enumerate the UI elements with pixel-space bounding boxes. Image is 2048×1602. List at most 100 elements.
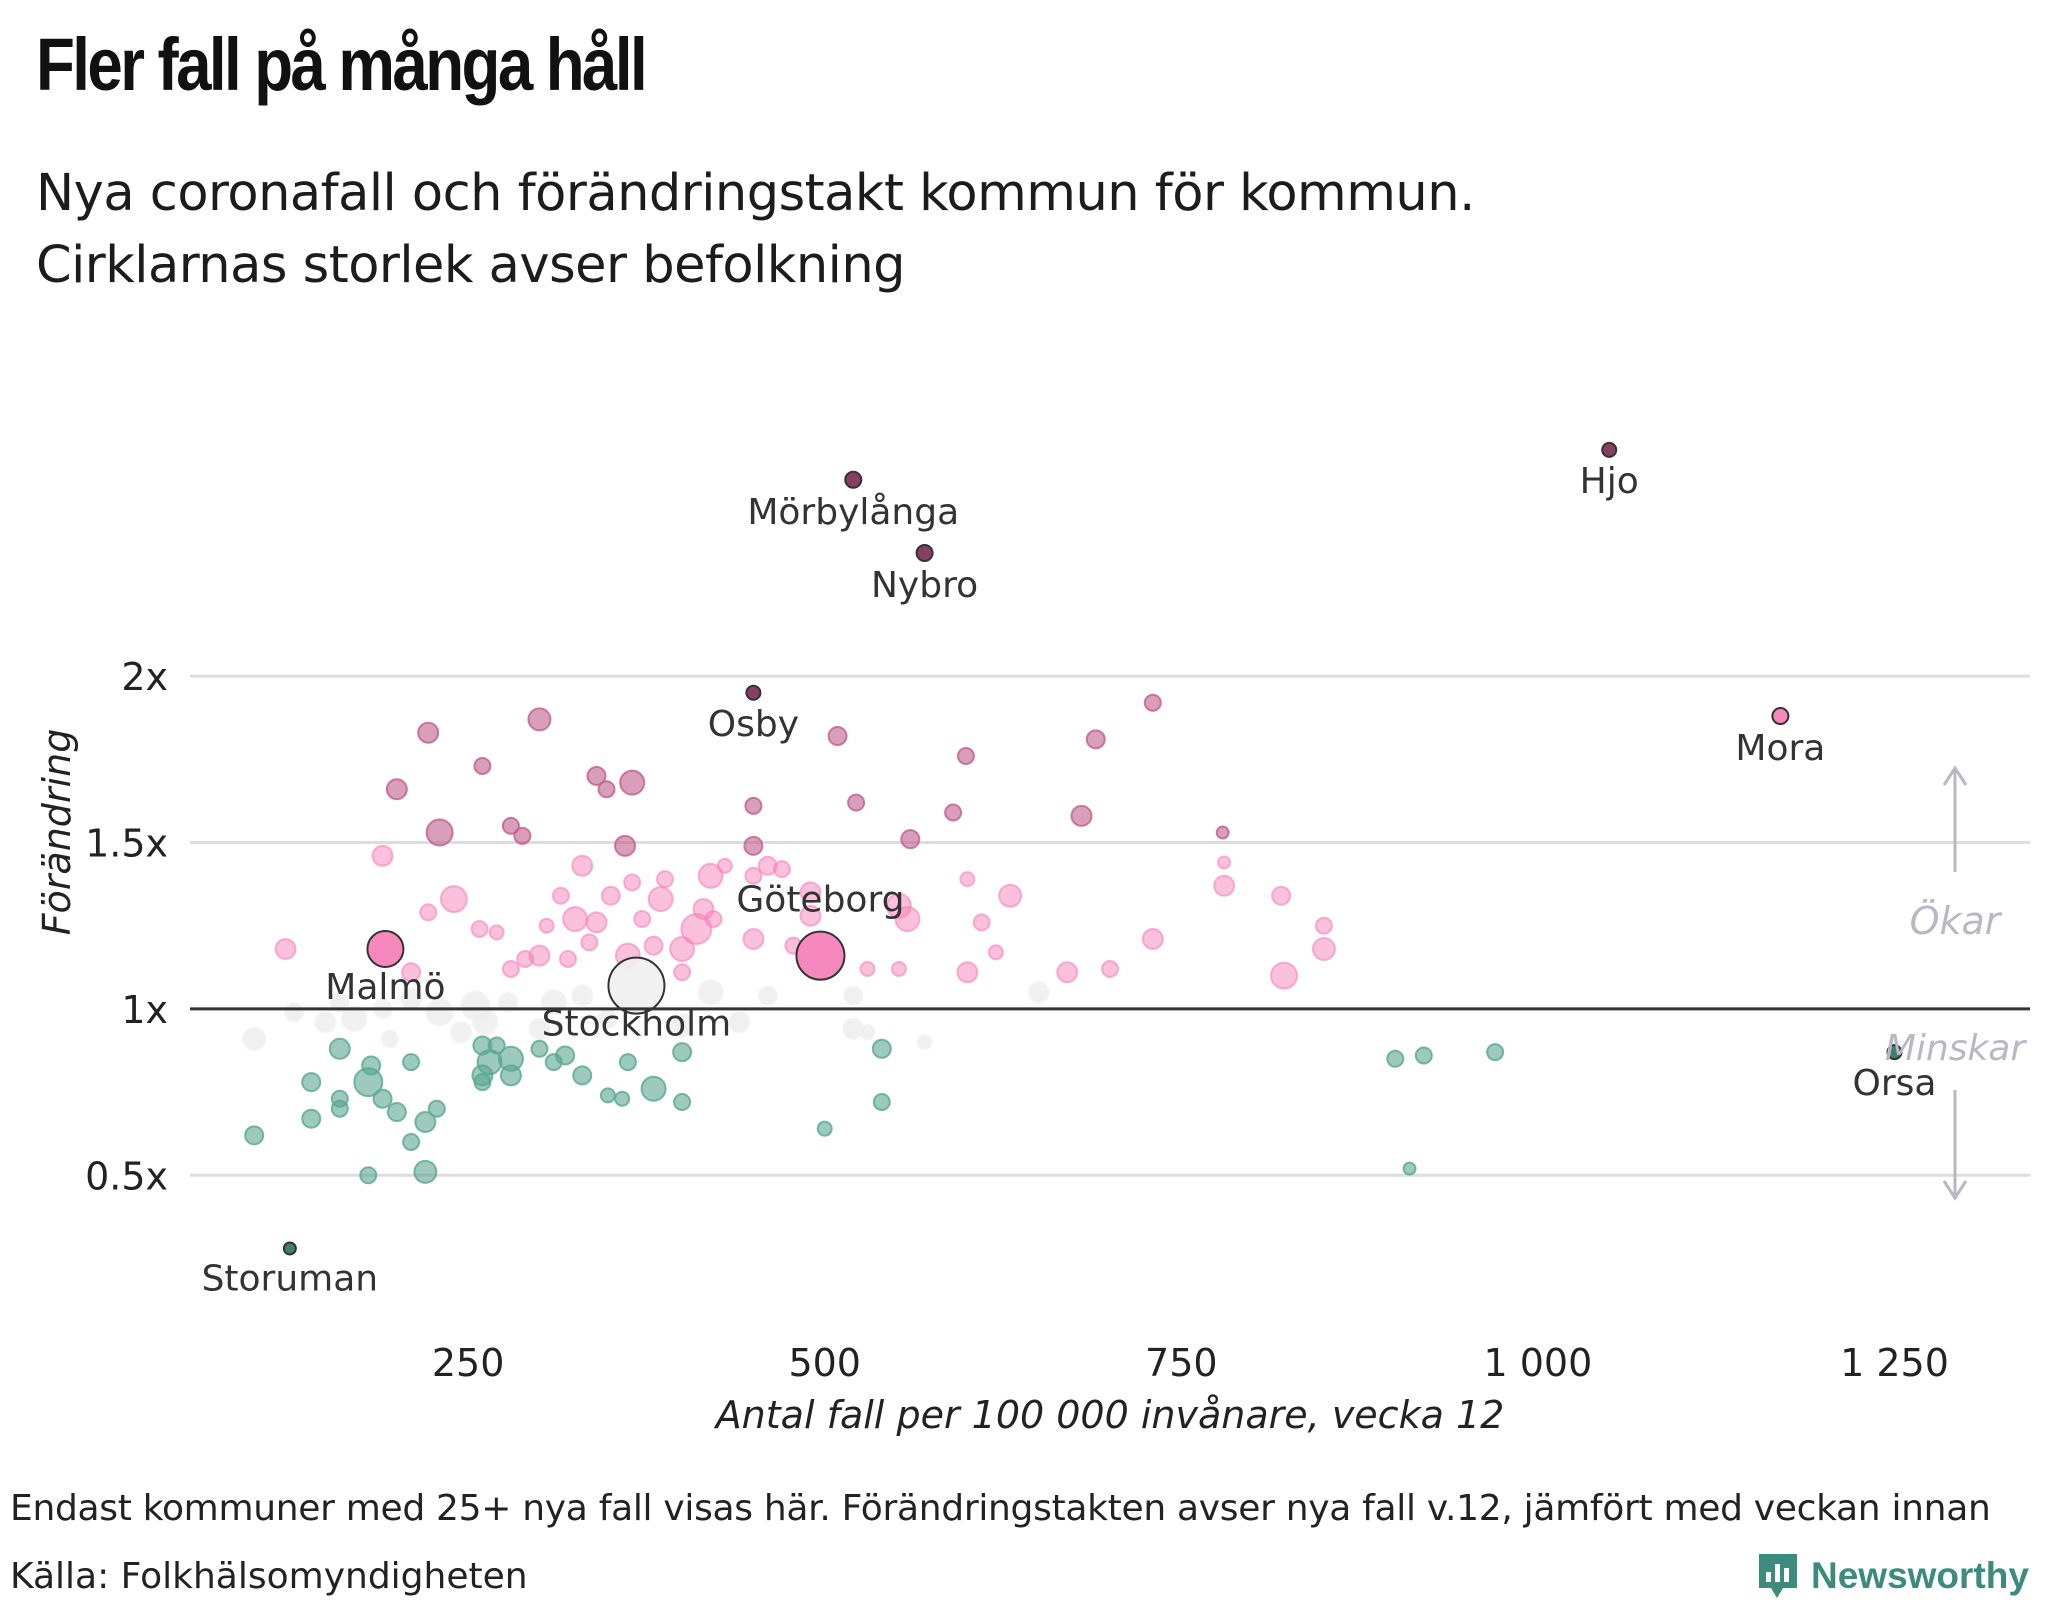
data-point xyxy=(586,765,607,786)
newsworthy-logo-text: Newsworthy xyxy=(1811,1555,2029,1596)
data-point xyxy=(401,962,422,983)
data-point xyxy=(284,1002,305,1023)
data-point xyxy=(728,1011,751,1034)
subtitle-line-1: Nya coronafall och förändringstakt kommu… xyxy=(36,164,1475,223)
data-point xyxy=(473,1073,492,1092)
data-point xyxy=(1271,885,1292,906)
data-point xyxy=(427,1099,446,1118)
data-point xyxy=(916,1034,933,1051)
data-point xyxy=(402,1132,421,1151)
data-point xyxy=(672,1042,693,1063)
data-point xyxy=(956,961,979,984)
data-point xyxy=(516,949,535,968)
labeled-point-marker xyxy=(1601,441,1618,458)
data-point xyxy=(301,1072,322,1093)
data-point xyxy=(1270,961,1299,990)
data-point xyxy=(538,917,555,934)
x-tick-label: 500 xyxy=(788,1341,861,1385)
data-point xyxy=(1386,1049,1405,1068)
point-label: Hjo xyxy=(1580,461,1639,502)
labeled-point-marker xyxy=(1771,707,1790,726)
data-point xyxy=(972,913,991,932)
data-point xyxy=(619,769,646,796)
data-point xyxy=(499,1064,522,1087)
data-point xyxy=(600,885,621,906)
grid-lines xyxy=(190,674,2030,1177)
data-point xyxy=(528,1017,551,1040)
data-point xyxy=(640,1075,667,1102)
newsworthy-logo-icon xyxy=(1759,1554,1797,1598)
data-point xyxy=(585,911,608,934)
data-point xyxy=(743,835,764,856)
x-tick-label: 1 250 xyxy=(1840,1341,1949,1385)
data-point xyxy=(1056,961,1079,984)
y-tick-label: 2x xyxy=(121,655,168,699)
arrow-up-head-icon xyxy=(1942,765,1968,786)
point-label: Orsa xyxy=(1853,1063,1937,1104)
data-point xyxy=(328,1037,351,1060)
data-point xyxy=(341,1005,368,1032)
data-point xyxy=(704,910,723,929)
labeled-point-marker xyxy=(1886,1044,1903,1061)
chart-subtitle: Nya coronafall och förändringstakt kommu… xyxy=(36,158,1475,302)
data-point xyxy=(847,793,866,812)
data-point xyxy=(827,726,848,747)
data-point xyxy=(599,1087,616,1104)
data-point xyxy=(571,854,594,877)
data-points xyxy=(242,693,1505,1185)
data-point xyxy=(633,910,652,929)
data-point xyxy=(472,1009,499,1036)
data-point xyxy=(413,1159,438,1184)
data-point xyxy=(959,871,976,888)
data-point xyxy=(439,885,468,914)
data-point xyxy=(944,803,963,822)
data-point xyxy=(402,1053,421,1072)
newsworthy-logo[interactable]: Newsworthy xyxy=(1755,1550,2029,1602)
data-point xyxy=(301,1108,322,1129)
data-point xyxy=(871,1038,892,1059)
x-tick-label: 250 xyxy=(432,1341,505,1385)
data-point xyxy=(816,1120,833,1137)
data-point xyxy=(697,862,724,889)
annotation-decrease: Minskar xyxy=(1885,1028,2028,1069)
data-point xyxy=(614,834,637,857)
point-label: Osby xyxy=(708,704,799,745)
data-point xyxy=(558,949,577,968)
labeled-points: Mörbylånga Hjo Nybro Osby Mora Göteborg Malmö S… xyxy=(202,441,1937,1299)
labeled-point-marker xyxy=(607,956,666,1015)
y-tick-label: 1x xyxy=(121,988,168,1032)
data-point xyxy=(697,979,724,1006)
x-tick-label: 750 xyxy=(1145,1341,1218,1385)
data-point xyxy=(799,904,822,927)
labeled-point-marker xyxy=(795,930,846,981)
data-point xyxy=(274,937,297,960)
data-point xyxy=(859,1024,876,1041)
data-point xyxy=(744,866,763,885)
data-point xyxy=(361,1055,382,1076)
data-point xyxy=(330,1099,349,1118)
data-point xyxy=(527,707,552,732)
data-point xyxy=(425,998,454,1027)
data-point xyxy=(501,816,520,835)
data-point xyxy=(890,960,907,977)
data-point xyxy=(1085,729,1106,750)
data-point xyxy=(623,873,642,892)
source-note: Källa: Folkhälsomyndigheten xyxy=(10,1556,528,1597)
labeled-point-marker xyxy=(282,1241,297,1256)
data-point xyxy=(647,886,674,913)
data-point xyxy=(1213,874,1236,897)
data-point xyxy=(744,796,763,815)
data-point xyxy=(716,857,733,874)
data-point xyxy=(894,906,921,933)
data-point xyxy=(385,778,408,801)
data-point xyxy=(843,985,864,1006)
data-point xyxy=(669,935,696,962)
data-point xyxy=(498,992,519,1013)
labeled-point-marker xyxy=(745,684,762,701)
data-point xyxy=(371,844,394,867)
data-point xyxy=(1215,825,1230,840)
data-point xyxy=(655,870,674,889)
data-point xyxy=(859,960,876,977)
y-axis-label: Förändring xyxy=(35,729,79,936)
axis-ticks: 0.5x 1x 1.5x 2x 250 500 750 1 000 1 250 xyxy=(85,655,1949,1385)
